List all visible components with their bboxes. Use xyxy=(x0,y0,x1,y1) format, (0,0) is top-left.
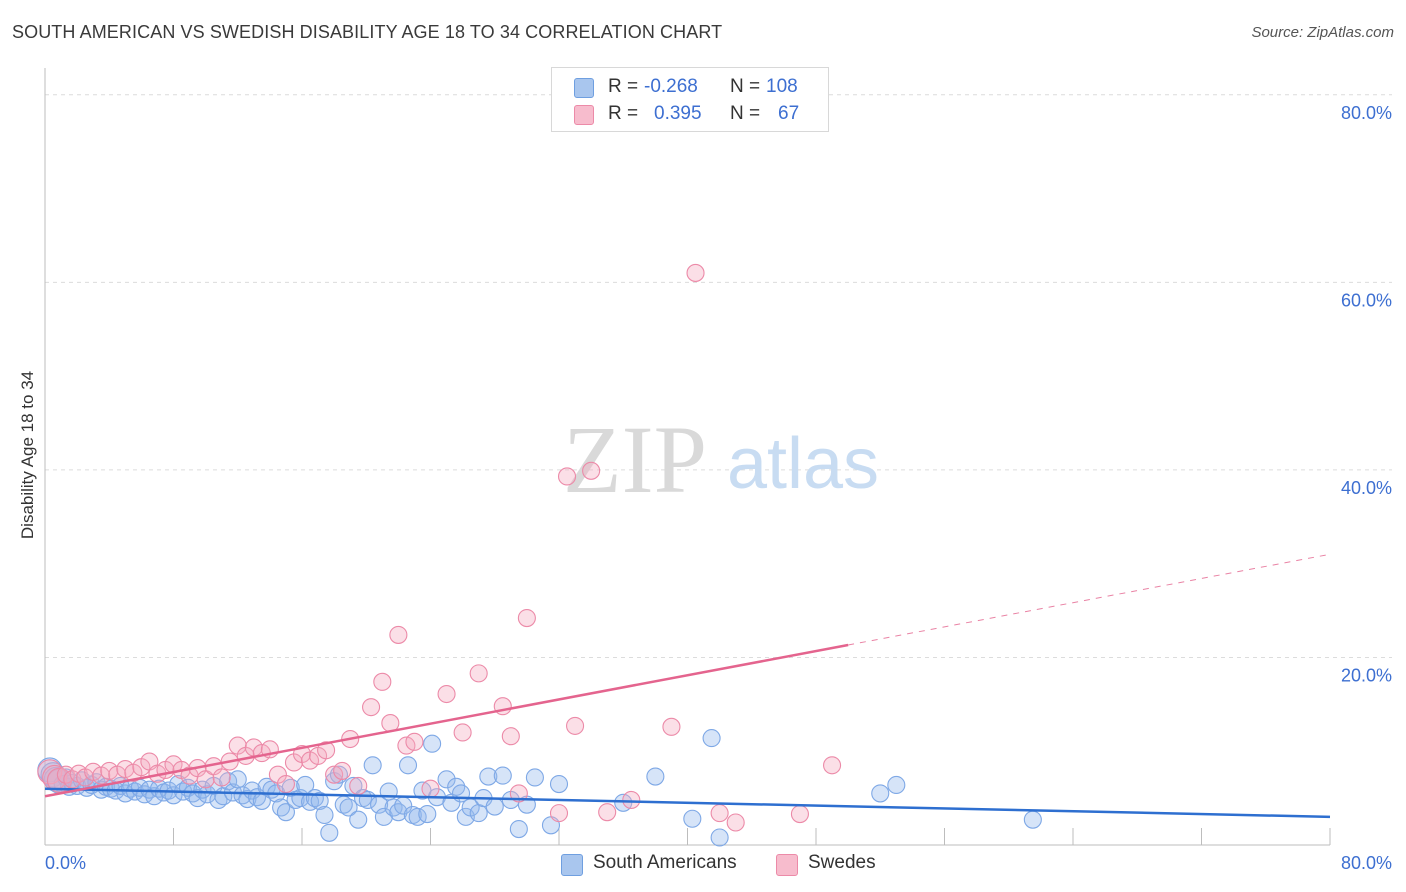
legend-r-value: -0.268 xyxy=(644,76,698,97)
legend-n-value: 108 xyxy=(766,76,798,97)
swedes-point xyxy=(598,803,617,822)
south-americans-point xyxy=(710,828,729,847)
y-tick-label: 80.0% xyxy=(1341,103,1392,123)
watermark-atlas: atlas xyxy=(727,424,879,504)
swedes-point xyxy=(56,765,75,784)
south-americans-point xyxy=(339,798,358,817)
south-americans-point xyxy=(549,774,569,794)
south-americans-point xyxy=(315,805,334,825)
swedes-trend-extension xyxy=(848,553,1331,646)
swedes-point xyxy=(469,664,488,683)
swedes-point xyxy=(333,761,352,780)
legend-swatch-south-americans xyxy=(574,78,594,98)
swedes-point xyxy=(373,672,392,691)
correlation-legend: R = -0.268 N = 108 R = 0.395 N = 67 xyxy=(551,67,829,132)
south-americans-point xyxy=(276,803,295,822)
swedes-point xyxy=(622,790,641,810)
y-tick-label: 60.0% xyxy=(1341,290,1392,310)
swedes-point xyxy=(389,625,408,644)
south-americans-point xyxy=(188,789,207,808)
legend-swatch-swedes xyxy=(776,854,798,876)
legend-n-value: 67 xyxy=(778,103,800,124)
x-tick-label-min: 0.0% xyxy=(45,853,86,873)
south-americans-point xyxy=(363,756,382,775)
swedes-point xyxy=(662,717,681,736)
swedes-point xyxy=(582,461,601,480)
south-americans-point xyxy=(871,784,890,803)
x-tick-label-max: 80.0% xyxy=(1341,853,1392,873)
legend-swatch-swedes xyxy=(574,105,594,125)
legend-label-swedes: Swedes xyxy=(808,852,876,873)
grid-layer xyxy=(45,94,1392,658)
south-americans-point xyxy=(374,807,393,826)
swedes-point xyxy=(686,263,705,282)
swedes-trend-line xyxy=(44,643,849,798)
south-americans-point xyxy=(469,804,488,823)
south-americans-point xyxy=(398,756,418,775)
south-americans-point xyxy=(646,767,665,786)
y-tick-label: 40.0% xyxy=(1341,478,1392,498)
south-americans-point xyxy=(683,809,702,828)
points-layer xyxy=(37,263,1042,847)
south-americans-trend-line xyxy=(44,787,1331,819)
south-americans-point xyxy=(437,770,456,789)
swedes-point xyxy=(362,698,381,717)
swedes-point xyxy=(726,813,745,832)
swedes-point xyxy=(710,804,729,823)
south-americans-point xyxy=(349,810,368,829)
swedes-point xyxy=(790,805,809,824)
source-label: Source: ZipAtlas.com xyxy=(1251,24,1394,41)
trend-layer xyxy=(44,553,1331,819)
south-americans-point xyxy=(525,768,544,787)
axis-layer xyxy=(44,68,1331,846)
swedes-point xyxy=(196,770,215,789)
legend-n-label: N = xyxy=(730,76,761,97)
legend-r-label: R = xyxy=(608,103,639,124)
watermark: ZIP atlas xyxy=(563,406,879,513)
chart-title: SOUTH AMERICAN VS SWEDISH DISABILITY AGE… xyxy=(12,22,723,42)
swedes-point xyxy=(421,779,440,798)
swedes-point xyxy=(405,732,424,751)
south-americans-point xyxy=(509,820,528,839)
swedes-point xyxy=(557,467,577,486)
legend-label-south-americans: South Americans xyxy=(593,852,737,873)
legend-r-label: R = xyxy=(608,76,639,97)
south-americans-point xyxy=(320,823,339,842)
south-americans-point xyxy=(423,734,442,753)
south-americans-point xyxy=(485,797,504,816)
swedes-point xyxy=(566,716,585,735)
swedes-point xyxy=(349,776,368,795)
y-tick-label: 20.0% xyxy=(1341,665,1392,685)
south-americans-point xyxy=(493,766,512,785)
south-americans-point xyxy=(310,791,329,810)
swedes-point xyxy=(212,768,231,787)
south-americans-point xyxy=(1023,810,1042,829)
swedes-point xyxy=(276,774,295,794)
tick-label-layer: 20.0% 40.0% 60.0% 80.0% 0.0% 80.0% xyxy=(45,103,1392,873)
swedes-point xyxy=(317,741,336,760)
south-americans-point xyxy=(228,770,247,789)
south-americans-point xyxy=(887,775,906,795)
swedes-point xyxy=(453,723,472,742)
legend-swatch-south-americans xyxy=(561,854,583,876)
south-americans-point xyxy=(418,805,437,824)
south-americans-point xyxy=(479,767,498,786)
swedes-point xyxy=(509,784,528,803)
south-americans-point xyxy=(257,777,276,796)
legend-n-label: N = xyxy=(730,103,761,124)
swedes-point xyxy=(517,609,536,628)
swedes-point xyxy=(549,804,569,823)
south-americans-point xyxy=(702,729,721,748)
watermark-zip: ZIP xyxy=(563,406,707,513)
swedes-point xyxy=(501,727,520,746)
legend-r-value: 0.395 xyxy=(654,103,702,124)
swedes-point xyxy=(437,684,456,704)
swedes-point xyxy=(823,756,842,775)
